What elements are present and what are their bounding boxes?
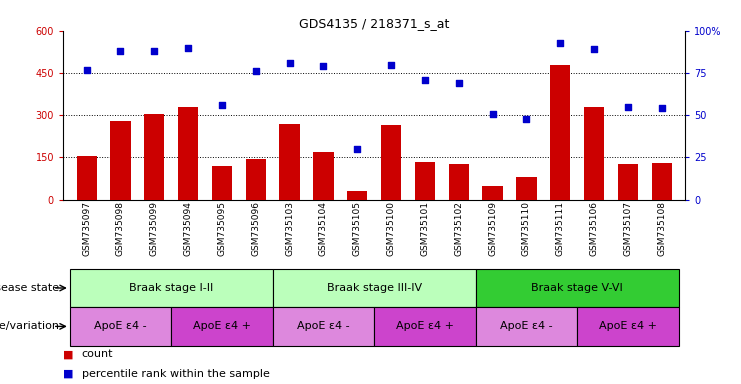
Bar: [273, 269, 476, 307]
Point: [81, 66, 93, 73]
Text: Braak stage I-II: Braak stage I-II: [129, 283, 213, 293]
Bar: [618, 164, 638, 200]
Text: Braak stage III-IV: Braak stage III-IV: [327, 283, 422, 293]
Text: ApoE ε4 -: ApoE ε4 -: [500, 321, 553, 331]
Point: [385, 61, 397, 68]
Bar: [448, 164, 469, 200]
Bar: [313, 152, 333, 200]
Point: [148, 48, 160, 54]
Bar: [476, 307, 577, 346]
Text: ■: ■: [63, 349, 77, 359]
Point: [115, 48, 127, 54]
Bar: [516, 177, 536, 200]
Point: [453, 80, 465, 86]
Point: [656, 105, 668, 111]
Point: [554, 40, 566, 46]
Bar: [482, 185, 502, 200]
Point: [520, 116, 532, 122]
Text: ApoE ε4 +: ApoE ε4 +: [599, 321, 657, 331]
Bar: [584, 107, 604, 200]
Bar: [178, 107, 199, 200]
Point: [419, 77, 431, 83]
Bar: [76, 156, 97, 200]
Bar: [171, 307, 273, 346]
Bar: [246, 159, 266, 200]
Bar: [476, 269, 679, 307]
Bar: [381, 125, 402, 200]
Point: [250, 68, 262, 74]
Bar: [279, 124, 300, 200]
Bar: [550, 65, 571, 200]
Bar: [70, 307, 171, 346]
Text: genotype/variation: genotype/variation: [0, 321, 59, 331]
Bar: [70, 269, 273, 307]
Text: disease state: disease state: [0, 283, 59, 293]
Bar: [651, 163, 672, 200]
Text: count: count: [82, 349, 113, 359]
Text: ApoE ε4 -: ApoE ε4 -: [94, 321, 147, 331]
Text: ■: ■: [63, 369, 77, 379]
Bar: [415, 162, 435, 200]
Bar: [273, 307, 374, 346]
Point: [284, 60, 296, 66]
Text: ApoE ε4 -: ApoE ε4 -: [297, 321, 350, 331]
Bar: [212, 166, 232, 200]
Text: ApoE ε4 +: ApoE ε4 +: [396, 321, 454, 331]
Point: [318, 63, 330, 69]
Bar: [144, 114, 165, 200]
Text: percentile rank within the sample: percentile rank within the sample: [82, 369, 270, 379]
Text: ApoE ε4 +: ApoE ε4 +: [193, 321, 251, 331]
Text: Braak stage V-VI: Braak stage V-VI: [531, 283, 623, 293]
Point: [351, 146, 363, 152]
Point: [182, 45, 194, 51]
Point: [487, 111, 499, 117]
Point: [622, 104, 634, 110]
Title: GDS4135 / 218371_s_at: GDS4135 / 218371_s_at: [299, 17, 449, 30]
Bar: [110, 121, 130, 200]
Point: [216, 102, 228, 108]
Point: [588, 46, 600, 52]
Bar: [374, 307, 476, 346]
Bar: [347, 191, 368, 200]
Bar: [577, 307, 679, 346]
